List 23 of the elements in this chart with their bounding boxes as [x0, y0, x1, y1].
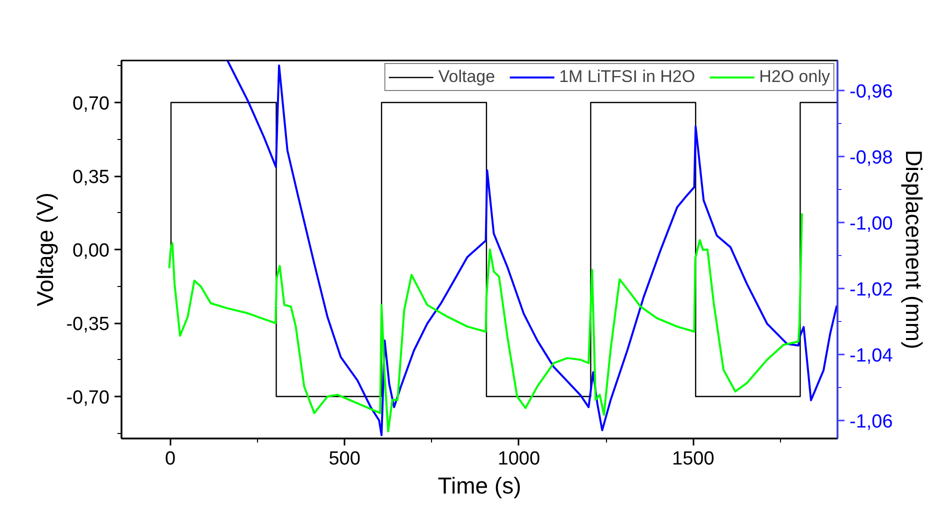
y-tick-label: -0,35 [66, 314, 110, 335]
x-axis-title: Time (s) [438, 472, 522, 498]
y2-tick-label: -1,02 [850, 279, 893, 300]
y-tick-label: 0,70 [72, 94, 110, 114]
y-tick-label: 0,35 [72, 167, 110, 188]
y-tick-label: -0,70 [66, 388, 110, 408]
legend-label: Voltage [438, 67, 496, 87]
line-series [168, 212, 803, 432]
y2-tick-label: -1,04 [850, 345, 894, 366]
x-tick-label: 500 [328, 448, 360, 470]
line-series [226, 60, 838, 436]
y-tick-label: 0,00 [72, 240, 110, 262]
x-tick-label: 0 [165, 448, 176, 470]
y2-tick-label: -0,96 [850, 82, 893, 103]
x-tick-label: 1500 [672, 448, 714, 470]
y2-tick-label: -1,00 [850, 213, 893, 234]
y-axis-title: Voltage (V) [32, 192, 58, 306]
y2-tick-label: -0,98 [850, 147, 893, 168]
legend-label: 1M LiTFSI in H2O [559, 67, 696, 87]
x-tick-label: 1000 [498, 448, 540, 470]
legend-label: H2O only [759, 67, 830, 87]
y2-axis-title: Displacement (mm) [900, 150, 927, 350]
y2-tick-label: -1,06 [850, 411, 893, 432]
